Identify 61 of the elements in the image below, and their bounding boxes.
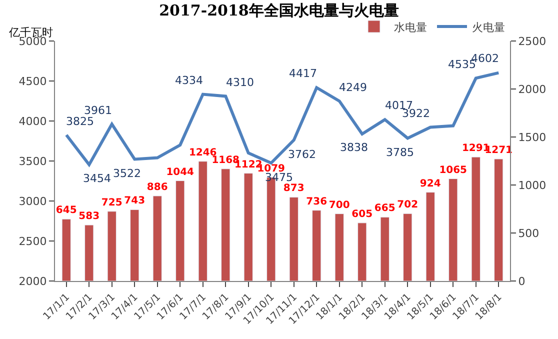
y-tick-label: 4000 <box>18 114 47 128</box>
data-label: 4417 <box>289 67 317 80</box>
data-label: 4249 <box>339 81 367 94</box>
data-label: 736 <box>306 196 328 208</box>
data-label: 702 <box>397 200 418 211</box>
bar <box>426 192 435 281</box>
y-tick-label: 3500 <box>18 154 47 168</box>
data-label: 3961 <box>84 104 112 117</box>
y-tick-label: 2000 <box>18 274 47 288</box>
y-tick-label: 4500 <box>18 74 47 88</box>
bar <box>62 218 71 281</box>
data-label: 583 <box>78 211 100 222</box>
data-label: 645 <box>56 205 77 216</box>
bar <box>358 222 367 281</box>
y-tick-label: 3000 <box>18 194 47 208</box>
y2-tick-label: 1000 <box>518 178 546 192</box>
data-label: 605 <box>352 208 373 220</box>
y2-tick-label: 2500 <box>518 34 546 48</box>
data-label: 3454 <box>83 172 111 185</box>
data-label: 3522 <box>113 167 141 180</box>
bar <box>244 173 253 281</box>
bar <box>494 158 504 281</box>
data-label: 725 <box>101 197 122 208</box>
data-label: 886 <box>146 182 168 193</box>
data-label: 1044 <box>166 166 194 178</box>
bar <box>152 196 162 281</box>
bar <box>334 214 344 281</box>
data-label: 924 <box>420 178 441 190</box>
bar <box>198 161 208 281</box>
bar <box>448 178 458 281</box>
y-axis-title: 亿千瓦时 <box>8 26 53 39</box>
bar <box>380 216 390 281</box>
data-label: 665 <box>374 203 396 214</box>
data-label: 3785 <box>386 146 414 159</box>
bar <box>84 224 94 281</box>
data-label: 3475 <box>265 171 293 184</box>
data-label: 743 <box>124 196 146 207</box>
bar <box>130 209 140 281</box>
y2-tick-label: 500 <box>518 226 540 240</box>
legend-label: 水电量 <box>394 20 427 34</box>
bar <box>176 180 185 281</box>
y2-tick-label: 2000 <box>518 82 546 96</box>
chart-title: 2017-2018年全国水电量与火电量 <box>159 2 399 20</box>
data-label: 3762 <box>288 148 316 161</box>
data-label: 873 <box>283 183 304 194</box>
bar <box>312 210 322 281</box>
data-label: 1065 <box>439 164 468 176</box>
data-label: 3838 <box>340 141 368 154</box>
legend-label: 火电量 <box>472 20 505 34</box>
bar <box>403 213 412 281</box>
y-tick-label: 2500 <box>18 234 47 248</box>
data-label: 4310 <box>226 76 254 89</box>
y2-tick-label: 1500 <box>518 130 546 144</box>
bar <box>289 196 298 281</box>
bar <box>471 156 480 281</box>
data-label: 3825 <box>66 115 94 128</box>
data-label: 700 <box>328 200 350 211</box>
data-label: 4334 <box>175 74 203 87</box>
bar <box>221 168 230 281</box>
y2-tick-label: 0 <box>518 274 526 288</box>
bar <box>107 211 116 281</box>
